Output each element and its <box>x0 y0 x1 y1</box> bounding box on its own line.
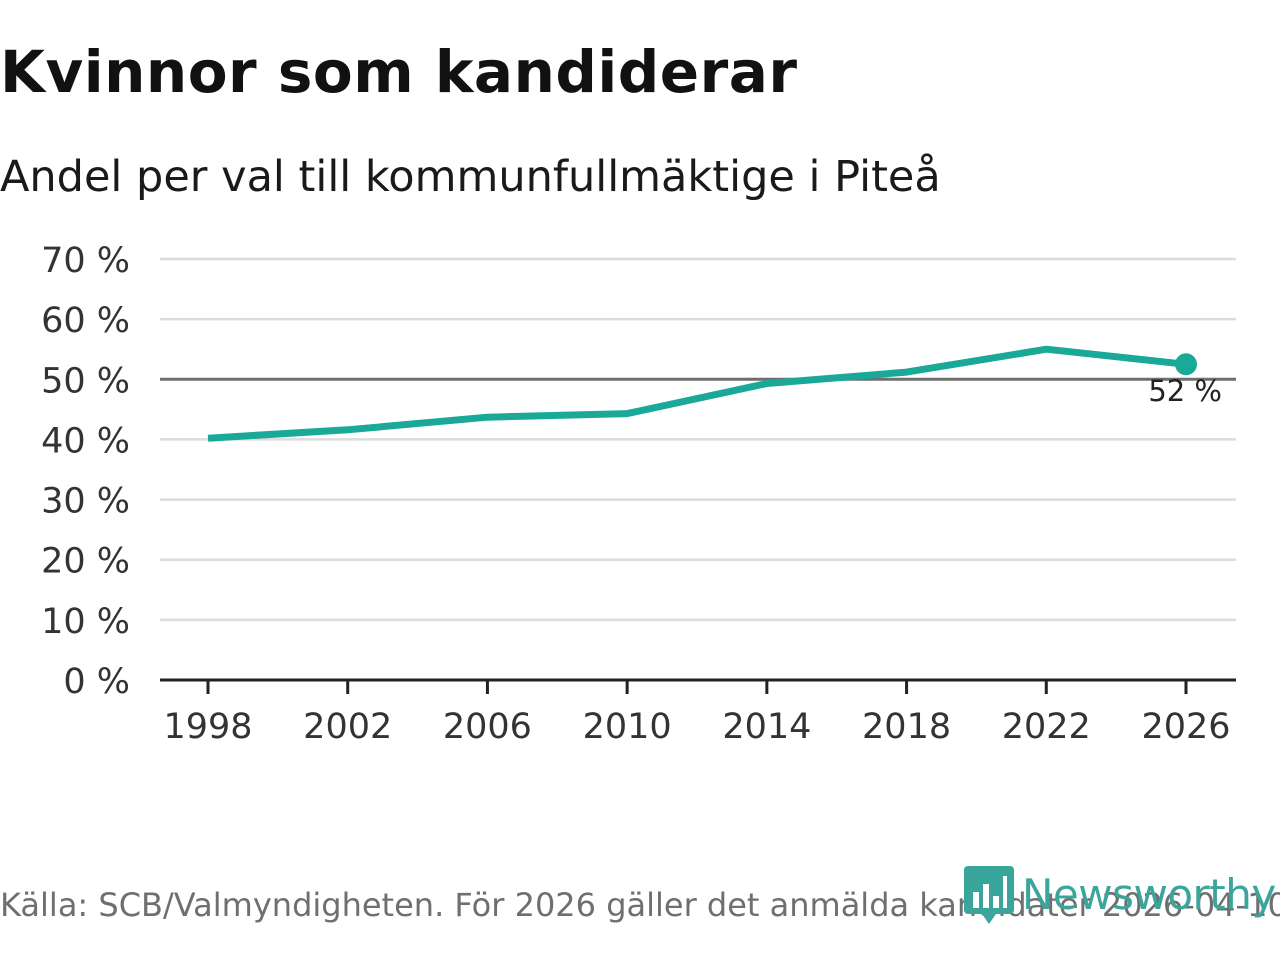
x-tick-label: 1998 <box>163 707 252 747</box>
y-tick-label: 30 % <box>41 482 130 522</box>
y-axis-labels: 0 % 10 % 20 % 30 % 40 % 50 % 60 % 70 % <box>41 241 130 702</box>
y-tick-label: 10 % <box>41 602 130 642</box>
y-tick-label: 50 % <box>41 361 130 401</box>
gridlines <box>160 257 1236 622</box>
end-point-marker <box>1175 353 1197 376</box>
x-tick-label: 2002 <box>303 707 392 747</box>
brand-name: Newsworthy <box>1022 869 1276 919</box>
x-tick-label: 2026 <box>1141 707 1230 747</box>
y-tick-label: 40 % <box>41 421 130 461</box>
series-layer: 52 % <box>207 345 1222 442</box>
x-tick-label: 2022 <box>1002 707 1091 747</box>
x-axis <box>160 678 1236 694</box>
chart-title: Kvinnor som kandiderar <box>0 38 798 106</box>
y-tick-label: 60 % <box>41 301 130 341</box>
x-tick-label: 2010 <box>583 707 672 747</box>
end-value-label: 52 % <box>1148 374 1222 408</box>
y-tick-label: 20 % <box>41 542 130 582</box>
chart-subtitle: Andel per val till kommunfullmäktige i P… <box>0 152 941 202</box>
x-tick-label: 2014 <box>722 707 811 747</box>
x-tick-label: 2018 <box>862 707 951 747</box>
newsworthy-logo-icon <box>964 866 1014 924</box>
y-tick-label: 70 % <box>41 241 130 281</box>
x-axis-labels: 1998 2002 2006 2010 2014 2018 2022 2026 <box>163 707 1230 747</box>
series-line <box>207 345 1187 442</box>
x-tick-label: 2006 <box>443 707 532 747</box>
y-tick-label: 0 % <box>63 662 130 702</box>
brand-logo: Newsworthy <box>964 862 1276 926</box>
source-note: Källa: SCB/Valmyndigheten. För 2026 gäll… <box>0 886 1280 924</box>
